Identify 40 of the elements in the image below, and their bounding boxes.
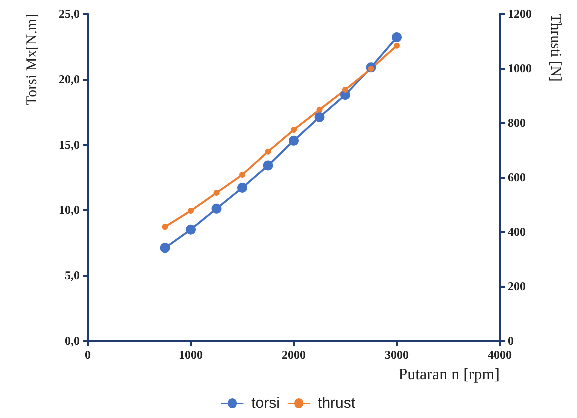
y2-tick-label: 600	[508, 170, 526, 184]
point	[265, 148, 272, 155]
y2-tick-label: 1000	[508, 62, 532, 76]
y2-tick-label: 400	[508, 225, 526, 239]
y2-tick-label: 200	[508, 280, 526, 294]
point	[212, 204, 222, 214]
x-tick-label: 3000	[385, 348, 409, 362]
point	[240, 172, 246, 178]
point	[238, 182, 248, 193]
x-tick-label: 2000	[282, 348, 306, 362]
y2-tick-label: 1200	[508, 7, 532, 21]
x-tick-label: 4000	[488, 348, 512, 362]
x-axis-title: Putaran n [rpm]	[398, 366, 500, 384]
point	[289, 136, 299, 146]
point	[342, 87, 348, 94]
point	[263, 160, 274, 171]
point	[162, 224, 168, 230]
x-tick-label: 1000	[179, 348, 203, 362]
y-tick-label: 0,0	[65, 334, 80, 348]
point	[392, 32, 402, 43]
point	[188, 208, 194, 214]
point	[291, 127, 297, 134]
legend-label: thrust	[318, 395, 356, 412]
y-tick-label: 5,0	[65, 268, 80, 283]
y-tick-label: 25,0	[59, 7, 80, 21]
legend-label: torsi	[252, 395, 280, 412]
y2-tick-label: 0	[508, 334, 514, 348]
point	[186, 224, 196, 235]
point	[394, 42, 400, 49]
point	[160, 243, 170, 254]
point	[316, 106, 323, 113]
y2-tick-label: 800	[508, 116, 526, 130]
point	[214, 190, 220, 196]
y2-axis-title: Thrusti [N]	[548, 14, 564, 82]
x-tick-label: 0	[85, 348, 91, 362]
y-tick-label: 20,0	[59, 72, 80, 86]
y-tick-label: 10,0	[59, 203, 80, 218]
y-axis-title: Torsi Mx[N.m]	[24, 14, 40, 106]
y-tick-label: 15,0	[59, 138, 80, 152]
point	[314, 112, 325, 122]
